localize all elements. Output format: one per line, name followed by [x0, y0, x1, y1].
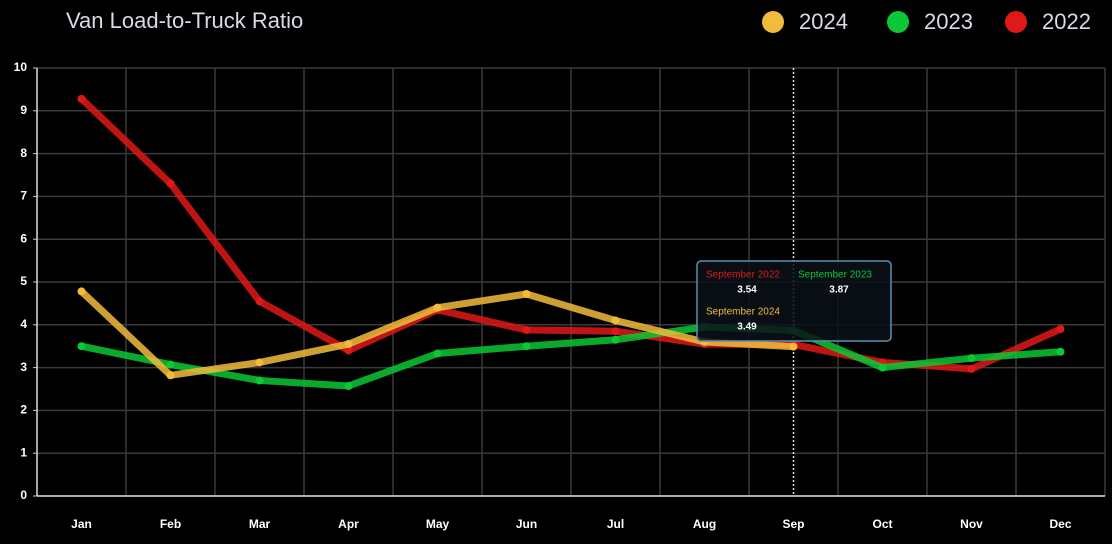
y-tick-label: 0 [20, 488, 27, 502]
point [1056, 325, 1065, 334]
point [967, 364, 976, 373]
y-tick-label: 4 [20, 317, 27, 331]
point [967, 354, 976, 363]
legend-swatch [1005, 11, 1027, 33]
point [166, 360, 175, 369]
point [344, 340, 353, 349]
legend-swatch [762, 11, 784, 33]
y-tick-label: 2 [20, 403, 27, 417]
point [255, 376, 264, 385]
point [255, 297, 264, 306]
point [433, 303, 442, 312]
tooltip-label: September 2024 [706, 307, 780, 318]
y-tick-label: 1 [20, 445, 27, 459]
x-tick-label: Dec [1049, 517, 1071, 531]
x-tick-label: Jan [71, 517, 92, 531]
legend-swatch [887, 11, 909, 33]
x-tick-label: May [426, 517, 450, 531]
point [611, 316, 620, 325]
point [1056, 347, 1065, 356]
tooltip-label: September 2023 [798, 270, 872, 281]
point [611, 335, 620, 344]
x-tick-label: Feb [160, 517, 181, 531]
point [522, 325, 531, 334]
x-tick-label: Oct [872, 517, 892, 531]
point [878, 363, 887, 372]
x-tick-label: Aug [693, 517, 716, 531]
x-tick-label: Jul [607, 517, 624, 531]
x-tick-label: Nov [960, 517, 983, 531]
legend-label: 2023 [924, 9, 973, 34]
y-tick-label: 7 [20, 189, 27, 203]
chart-title: Van Load-to-Truck Ratio [66, 8, 303, 33]
legend-label: 2024 [799, 9, 848, 34]
point [166, 371, 175, 380]
y-tick-label: 6 [20, 231, 27, 245]
x-tick-label: Mar [249, 517, 271, 531]
point [789, 342, 798, 351]
point [344, 346, 353, 355]
x-tick-label: Jun [516, 517, 537, 531]
y-tick-label: 10 [14, 60, 28, 74]
tooltip-label: September 2022 [706, 270, 780, 281]
point [77, 342, 86, 351]
y-tick-label: 3 [20, 360, 27, 374]
point [522, 289, 531, 298]
point [77, 287, 86, 296]
point [611, 327, 620, 336]
series-line [78, 323, 1064, 390]
point [77, 94, 86, 103]
tooltip-value: 3.87 [829, 285, 849, 296]
point [166, 179, 175, 188]
point [255, 358, 264, 367]
legend-label: 2022 [1042, 9, 1091, 34]
tooltip-value: 3.49 [737, 322, 757, 333]
tooltip-value: 3.54 [737, 285, 757, 296]
x-tick-label: Apr [338, 517, 359, 531]
point [522, 342, 531, 351]
point [344, 382, 353, 391]
y-tick-label: 8 [20, 146, 27, 160]
tooltip: September 2022 3.54 September 2023 3.87 Sept… [696, 260, 892, 342]
tooltip-box [696, 260, 892, 342]
y-tick-label: 5 [20, 274, 27, 288]
y-tick-label: 9 [20, 103, 27, 117]
x-tick-label: Sep [782, 517, 804, 531]
point [433, 349, 442, 358]
